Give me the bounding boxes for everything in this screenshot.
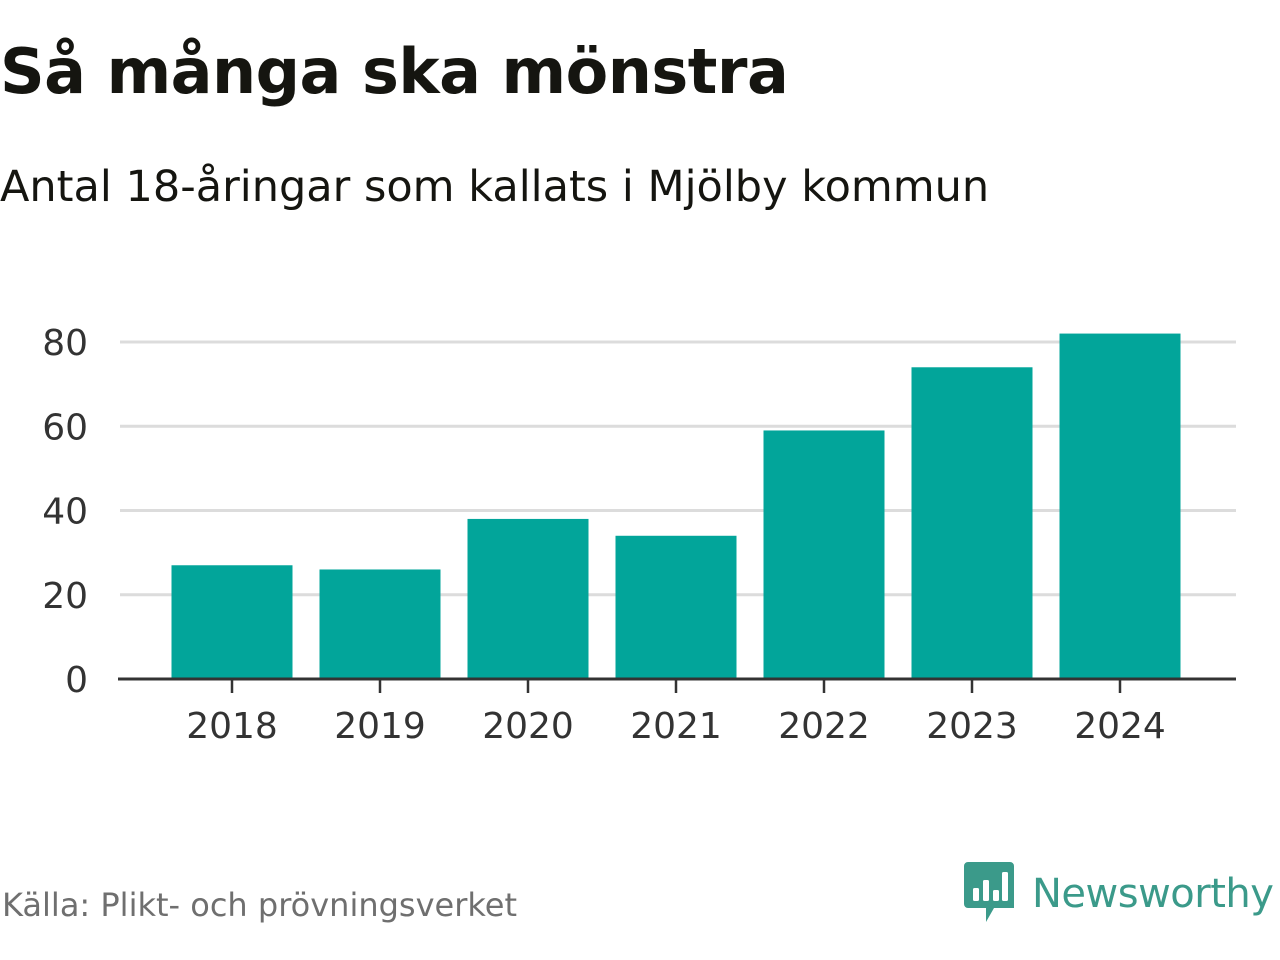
bar-2018[interactable]: 2018: 27 [171, 565, 293, 679]
bar-2020[interactable]: 2020: 38 [467, 518, 589, 679]
chart-title: Så många ska mönstra [0, 35, 789, 108]
source-note: Källa: Plikt- och prövningsverket [2, 886, 517, 924]
brand-name: Newsworthy [1032, 871, 1274, 917]
y-tick-label-60: 60 [42, 407, 88, 448]
x-tick-label-2019: 2019 [334, 706, 426, 747]
x-tick-label-2024: 2024 [1074, 706, 1166, 747]
bar-2022[interactable]: 2022: 59 [763, 430, 885, 679]
x-tick-label-2021: 2021 [630, 706, 722, 747]
x-tick-label-2023: 2023 [926, 706, 1018, 747]
bar-2024[interactable]: 2024: 82 [1059, 333, 1181, 679]
y-tick-label-20: 20 [42, 576, 88, 617]
x-tick-label-2022: 2022 [778, 706, 870, 747]
chart-subtitle: Antal 18-åringar som kallats i Mjölby ko… [0, 162, 990, 212]
brand-logo[interactable]: Newsworthy [964, 862, 1274, 926]
bars: 2018: 272019: 262020: 382021: 342022: 59… [171, 333, 1181, 679]
bar-2019[interactable]: 2019: 26 [319, 569, 441, 679]
x-tick-label-2018: 2018 [186, 706, 278, 747]
x-tick-label-2020: 2020 [482, 706, 574, 747]
y-tick-label-0: 0 [65, 660, 88, 701]
newsworthy-logo-icon [964, 862, 1014, 922]
bar-2021[interactable]: 2021: 34 [615, 535, 737, 679]
gridlines [120, 340, 1236, 597]
y-tick-label-40: 40 [42, 492, 88, 533]
axes: 0 20 40 60 80 2018 2019 2020 2021 2022 2023 2024 [42, 323, 1236, 747]
bar-2023[interactable]: 2023: 74 [911, 367, 1033, 679]
y-tick-label-80: 80 [42, 323, 88, 364]
